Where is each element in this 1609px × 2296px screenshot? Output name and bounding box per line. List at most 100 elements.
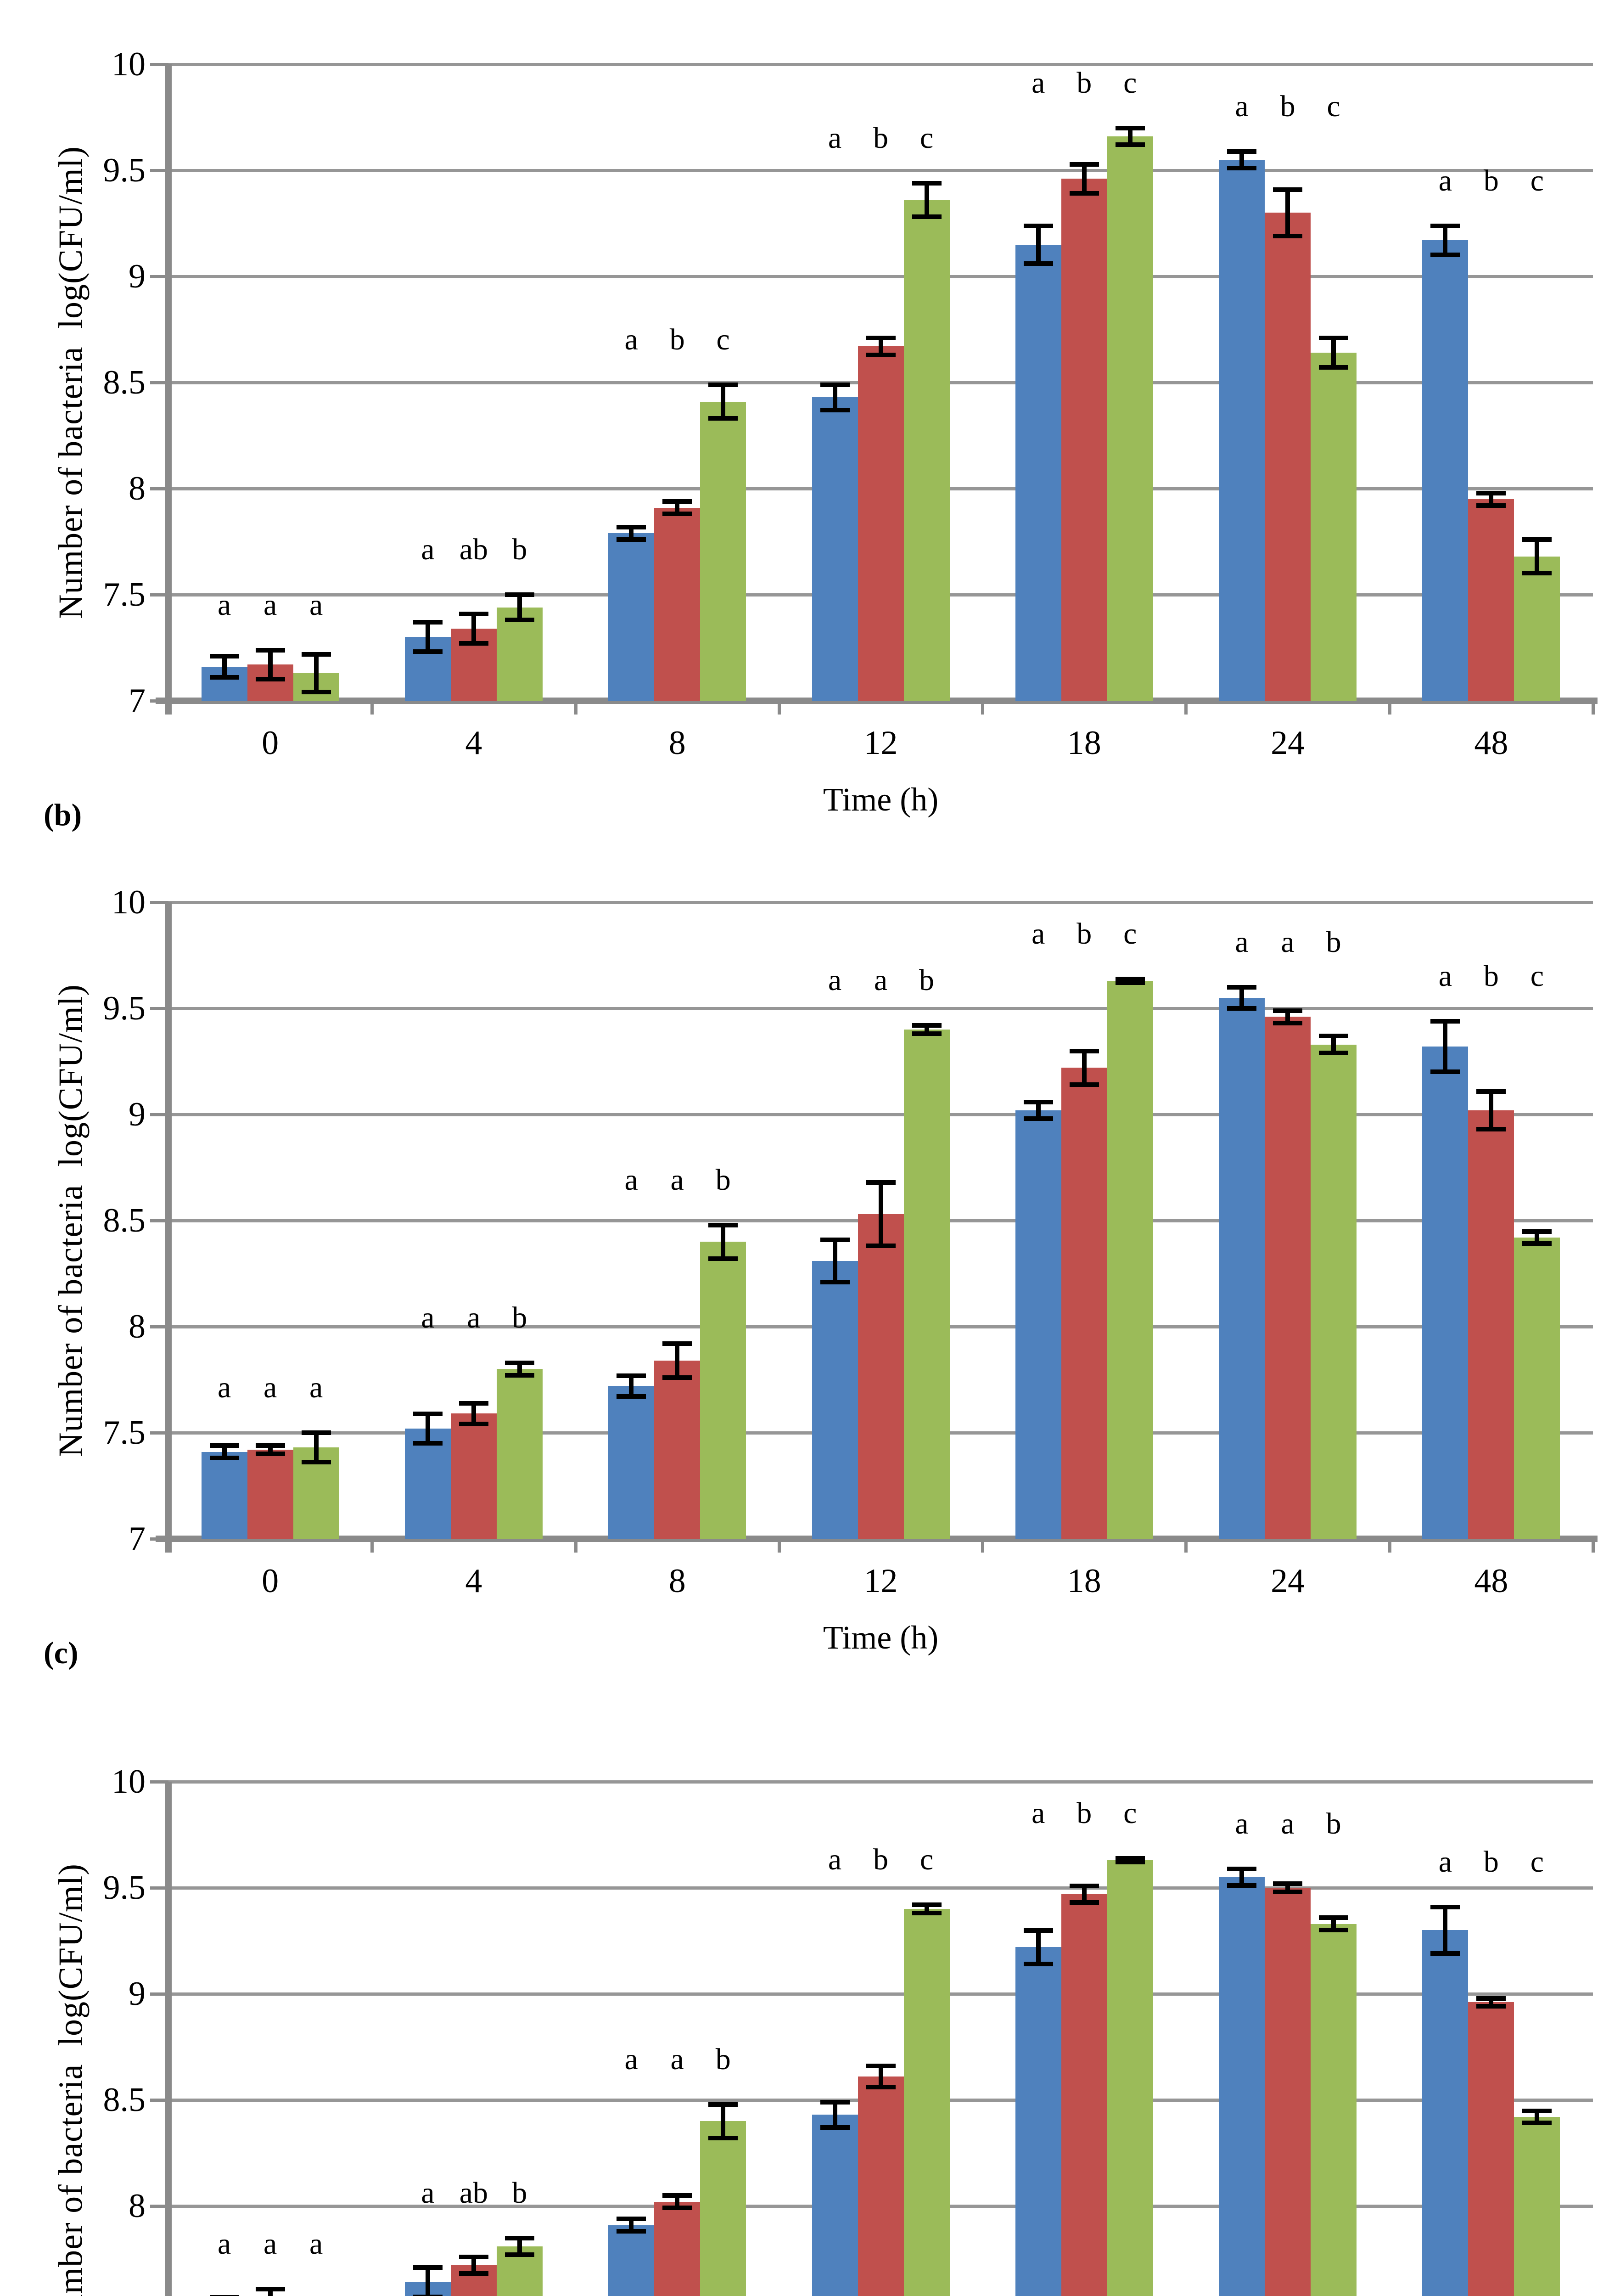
y-axis-tick — [150, 1780, 168, 1784]
error-bar-cap-bottom — [209, 675, 239, 680]
category-boundary-tick — [777, 1539, 781, 1553]
category-boundary-tick — [574, 701, 577, 715]
error-bar — [1227, 149, 1257, 170]
error-bar — [1430, 1019, 1460, 1075]
error-bar-cap-top — [1430, 1904, 1460, 1909]
panel-label: (b) — [44, 797, 82, 832]
error-bar — [413, 620, 443, 654]
error-bar — [662, 499, 692, 517]
sig-letter: a — [309, 2227, 323, 2261]
error-bar — [1476, 1089, 1506, 1131]
error-bar-line — [471, 1401, 476, 1427]
error-bar-cap-top — [1319, 336, 1349, 341]
y-tick-label: 8.5 — [103, 2081, 146, 2119]
error-bar-line — [878, 1180, 883, 1249]
sig-letter: ab — [459, 533, 488, 567]
error-bar — [1522, 1229, 1552, 1246]
error-bar-cap-top — [708, 383, 738, 388]
x-tick-label: 12 — [863, 724, 898, 762]
error-bar-cap-bottom — [662, 2206, 692, 2211]
error-bar — [1115, 126, 1145, 147]
sig-letter: b — [873, 121, 888, 155]
bar — [700, 1242, 746, 1539]
bar — [1265, 1017, 1311, 1539]
error-bar — [1430, 223, 1460, 258]
error-bar-cap-bottom — [1115, 980, 1145, 985]
sig-letter: a — [1235, 925, 1249, 959]
error-bar-line — [425, 2265, 430, 2296]
y-axis-tick — [150, 275, 168, 278]
error-bar-cap-bottom — [1430, 1951, 1460, 1956]
error-bar — [1522, 2108, 1552, 2126]
plot-area: 109.598.587.57aaa0aabb4aab8abc12abc18aab… — [103, 1765, 1593, 2296]
bar — [858, 1214, 904, 1539]
x-tick-label: 4 — [465, 1562, 482, 1600]
sig-letter: c — [919, 121, 934, 155]
sig-letter: b — [1483, 1845, 1499, 1879]
bar — [1311, 1924, 1357, 2296]
error-bar — [617, 2217, 646, 2234]
error-bar — [255, 1443, 285, 1456]
error-bar — [1227, 1866, 1257, 1888]
error-bar-line — [924, 1023, 929, 1036]
error-bar-cap-top — [1476, 490, 1506, 495]
error-bar-cap-top — [708, 2102, 738, 2107]
sig-letter: a — [670, 2042, 684, 2076]
error-bar-line — [1036, 1928, 1041, 1966]
error-bar — [1319, 1034, 1349, 1055]
error-bar-cap-top — [1069, 1048, 1099, 1053]
error-bar-cap-top — [301, 1430, 331, 1435]
chart-panel-d: Number of bacteria log(CFU/ml) 10 9.5 9 8.5… — [0, 1717, 1609, 2296]
y-axis-tick — [150, 63, 168, 66]
sig-letter: a — [1438, 959, 1452, 993]
sig-letter: b — [715, 1163, 731, 1197]
error-bar-cap-top — [209, 654, 239, 659]
y-axis-tick — [150, 1431, 168, 1435]
bar — [1015, 1947, 1061, 2296]
sig-letter: a — [263, 588, 277, 622]
bar — [608, 1386, 655, 1539]
bar — [812, 2115, 858, 2296]
error-bar-line — [675, 1341, 680, 1380]
bar — [1107, 980, 1153, 1539]
y-tick-label: 7 — [129, 1520, 146, 1558]
error-bar-line — [1443, 1019, 1448, 1075]
error-bar-line — [924, 181, 929, 219]
error-bar-cap-top — [1023, 1099, 1053, 1104]
y-tick-label: 10 — [112, 45, 146, 83]
error-bar-cap-top — [1023, 1928, 1053, 1933]
bar — [404, 1428, 451, 1539]
error-bar-cap-bottom — [1227, 166, 1257, 170]
error-bar — [617, 524, 646, 542]
error-bar-cap-bottom — [459, 2271, 488, 2276]
error-bar-cap-bottom — [255, 677, 285, 682]
x-tick-label: 24 — [1271, 724, 1305, 762]
error-bar-cap-top — [866, 2064, 896, 2069]
sig-letter: b — [919, 963, 934, 997]
y-axis-tick — [150, 1113, 168, 1116]
category-boundary-tick — [1592, 1539, 1595, 1553]
bar — [1015, 244, 1061, 701]
sig-letter: c — [716, 323, 730, 356]
plot-area: 10 9.5 9 8.5 8 7.5 7 a a a 0 a a b 4 a a b 8 a a b 12 a b c 18 a a b 2… — [103, 885, 1598, 1598]
y-axis-line — [165, 64, 172, 715]
error-bar-line — [721, 2102, 726, 2140]
bar — [1107, 1860, 1153, 2296]
bar — [1219, 997, 1265, 1539]
error-bar — [1273, 1881, 1303, 1894]
error-bar-cap-top — [617, 2217, 646, 2222]
error-bar-line — [1285, 187, 1290, 238]
error-bar — [209, 1443, 239, 1461]
category-boundary-tick — [1184, 701, 1188, 715]
error-bar — [1069, 1048, 1099, 1087]
sig-letter: a — [217, 2227, 231, 2261]
error-bar-line — [268, 1443, 273, 1456]
error-bar — [209, 2295, 239, 2296]
error-bar — [1430, 1904, 1460, 1956]
error-bar-cap-bottom — [617, 2229, 646, 2234]
error-bar-cap-bottom — [505, 2252, 534, 2257]
sig-letter: c — [919, 1843, 934, 1877]
y-tick-label: 7.5 — [103, 576, 146, 613]
sig-letter: c — [1123, 1796, 1137, 1830]
x-tick-label: 24 — [1271, 1562, 1305, 1600]
